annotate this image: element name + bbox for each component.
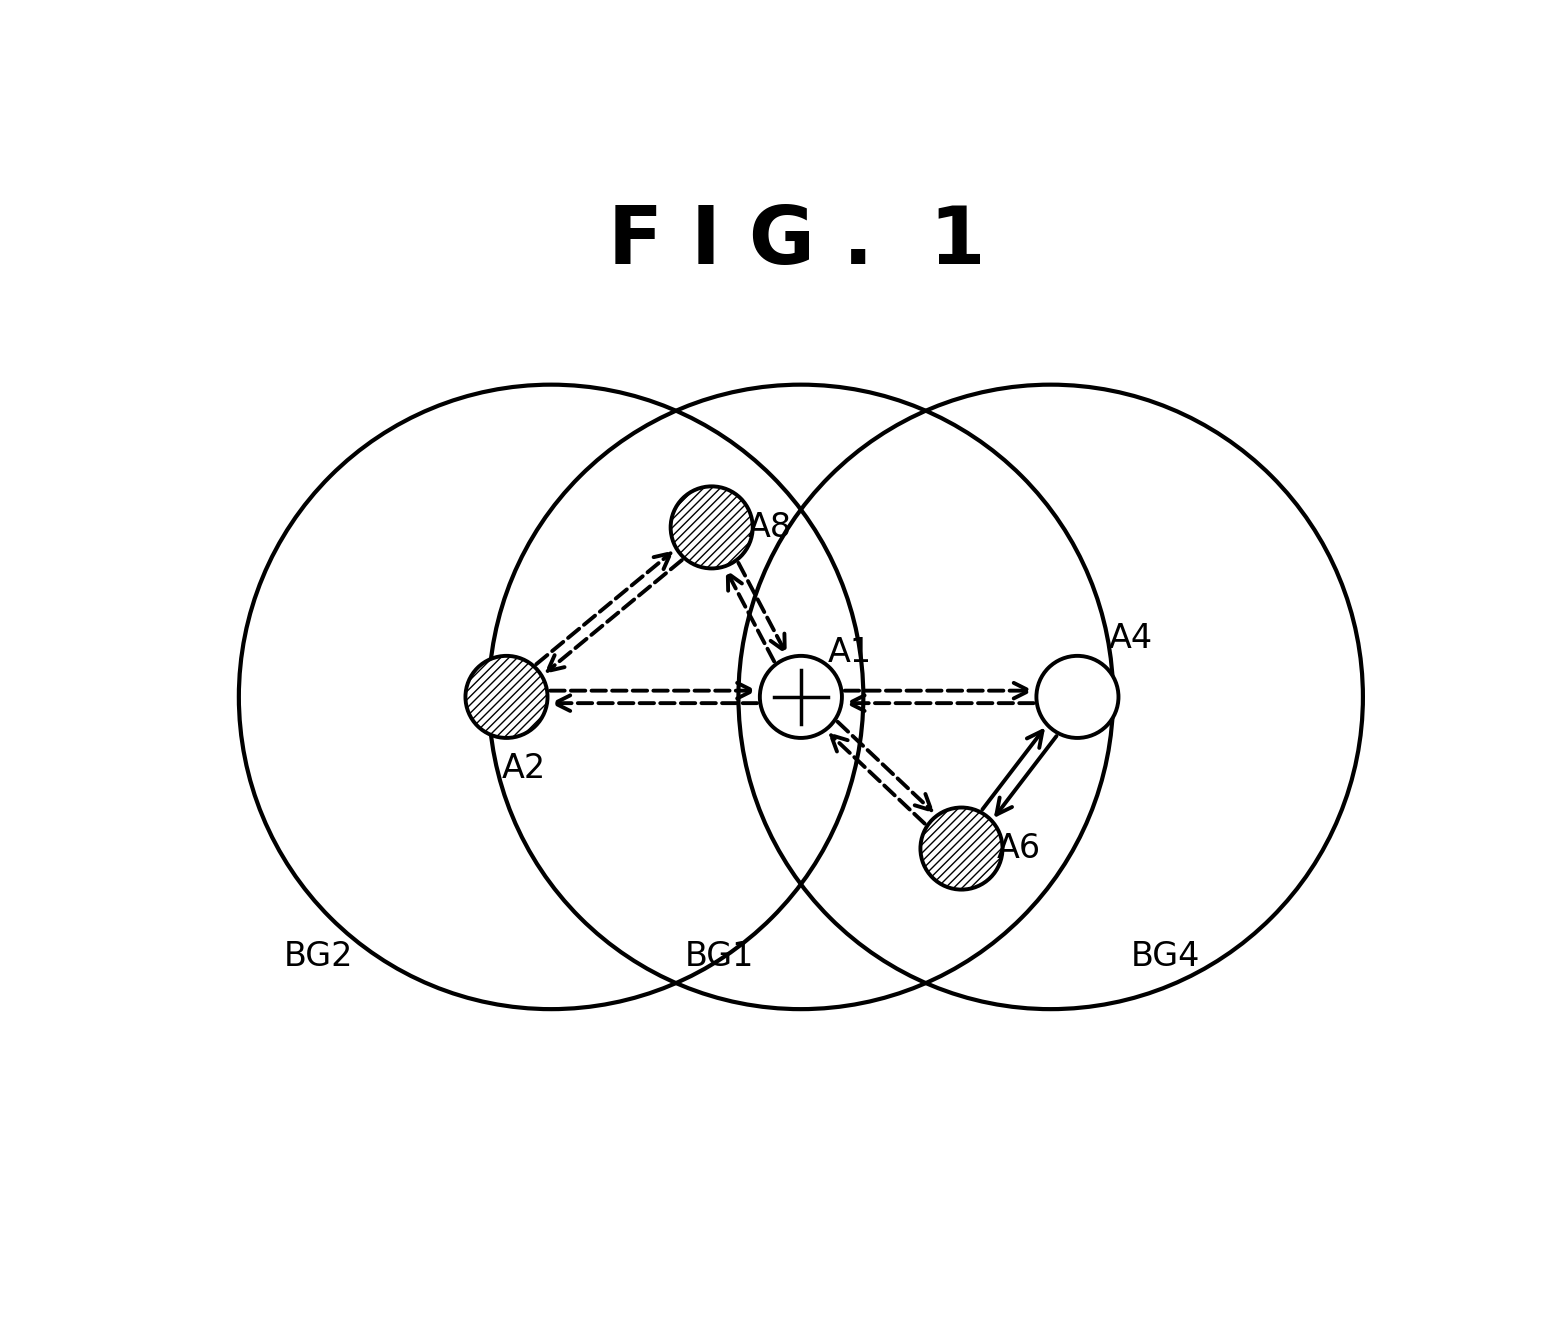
Text: BG1: BG1 — [685, 941, 754, 974]
Circle shape — [466, 656, 547, 738]
Text: A4: A4 — [1108, 622, 1153, 656]
Circle shape — [760, 656, 842, 738]
Circle shape — [671, 487, 752, 568]
Text: A2: A2 — [502, 752, 547, 784]
Text: BG2: BG2 — [283, 941, 353, 974]
Circle shape — [920, 808, 1002, 889]
Text: A1: A1 — [828, 636, 872, 669]
Circle shape — [1037, 656, 1119, 738]
Text: A8: A8 — [747, 511, 791, 544]
Text: F I G .  1: F I G . 1 — [608, 203, 985, 281]
Text: BG4: BG4 — [1131, 941, 1200, 974]
Text: A6: A6 — [998, 832, 1041, 865]
